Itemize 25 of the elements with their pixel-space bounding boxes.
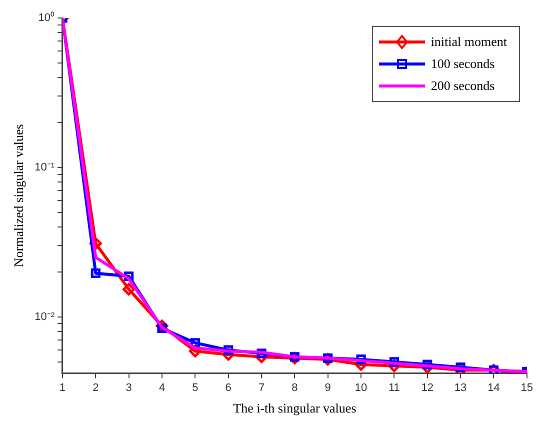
x-tick-label: 8 [292, 382, 298, 394]
point [122, 283, 136, 296]
y-tick-label: 10⁻² [34, 310, 55, 323]
x-tick-label: 9 [324, 382, 331, 394]
x-tick-label: 6 [225, 382, 232, 394]
x-tick-label: 13 [454, 382, 467, 394]
x-tick-label: 11 [388, 382, 400, 394]
point [90, 268, 100, 278]
x-axis-title: The i-th singular values [233, 400, 356, 416]
y-tick-label: 10⁻¹ [34, 161, 55, 174]
x-tick-label: 4 [158, 382, 166, 394]
x-tick-label: 14 [488, 382, 500, 394]
x-tick-label: 7 [258, 382, 265, 394]
x-tick-label: 3 [126, 382, 132, 394]
x-tick-label: 1 [59, 382, 66, 394]
y-axis-title: Normalized singular values [11, 124, 26, 268]
x-tick-label: 15 [520, 382, 534, 394]
legend-label: initial moment [430, 34, 507, 50]
x-tick-label: 2 [92, 382, 99, 394]
x-tick-label: 12 [421, 382, 434, 394]
legend-label: 100 seconds [430, 56, 495, 72]
x-tick-label: 10 [354, 382, 368, 394]
x-tick-label: 5 [192, 382, 198, 394]
legend-label: 200 seconds [430, 78, 495, 94]
y-tick-label: 10⁰ [38, 11, 54, 24]
